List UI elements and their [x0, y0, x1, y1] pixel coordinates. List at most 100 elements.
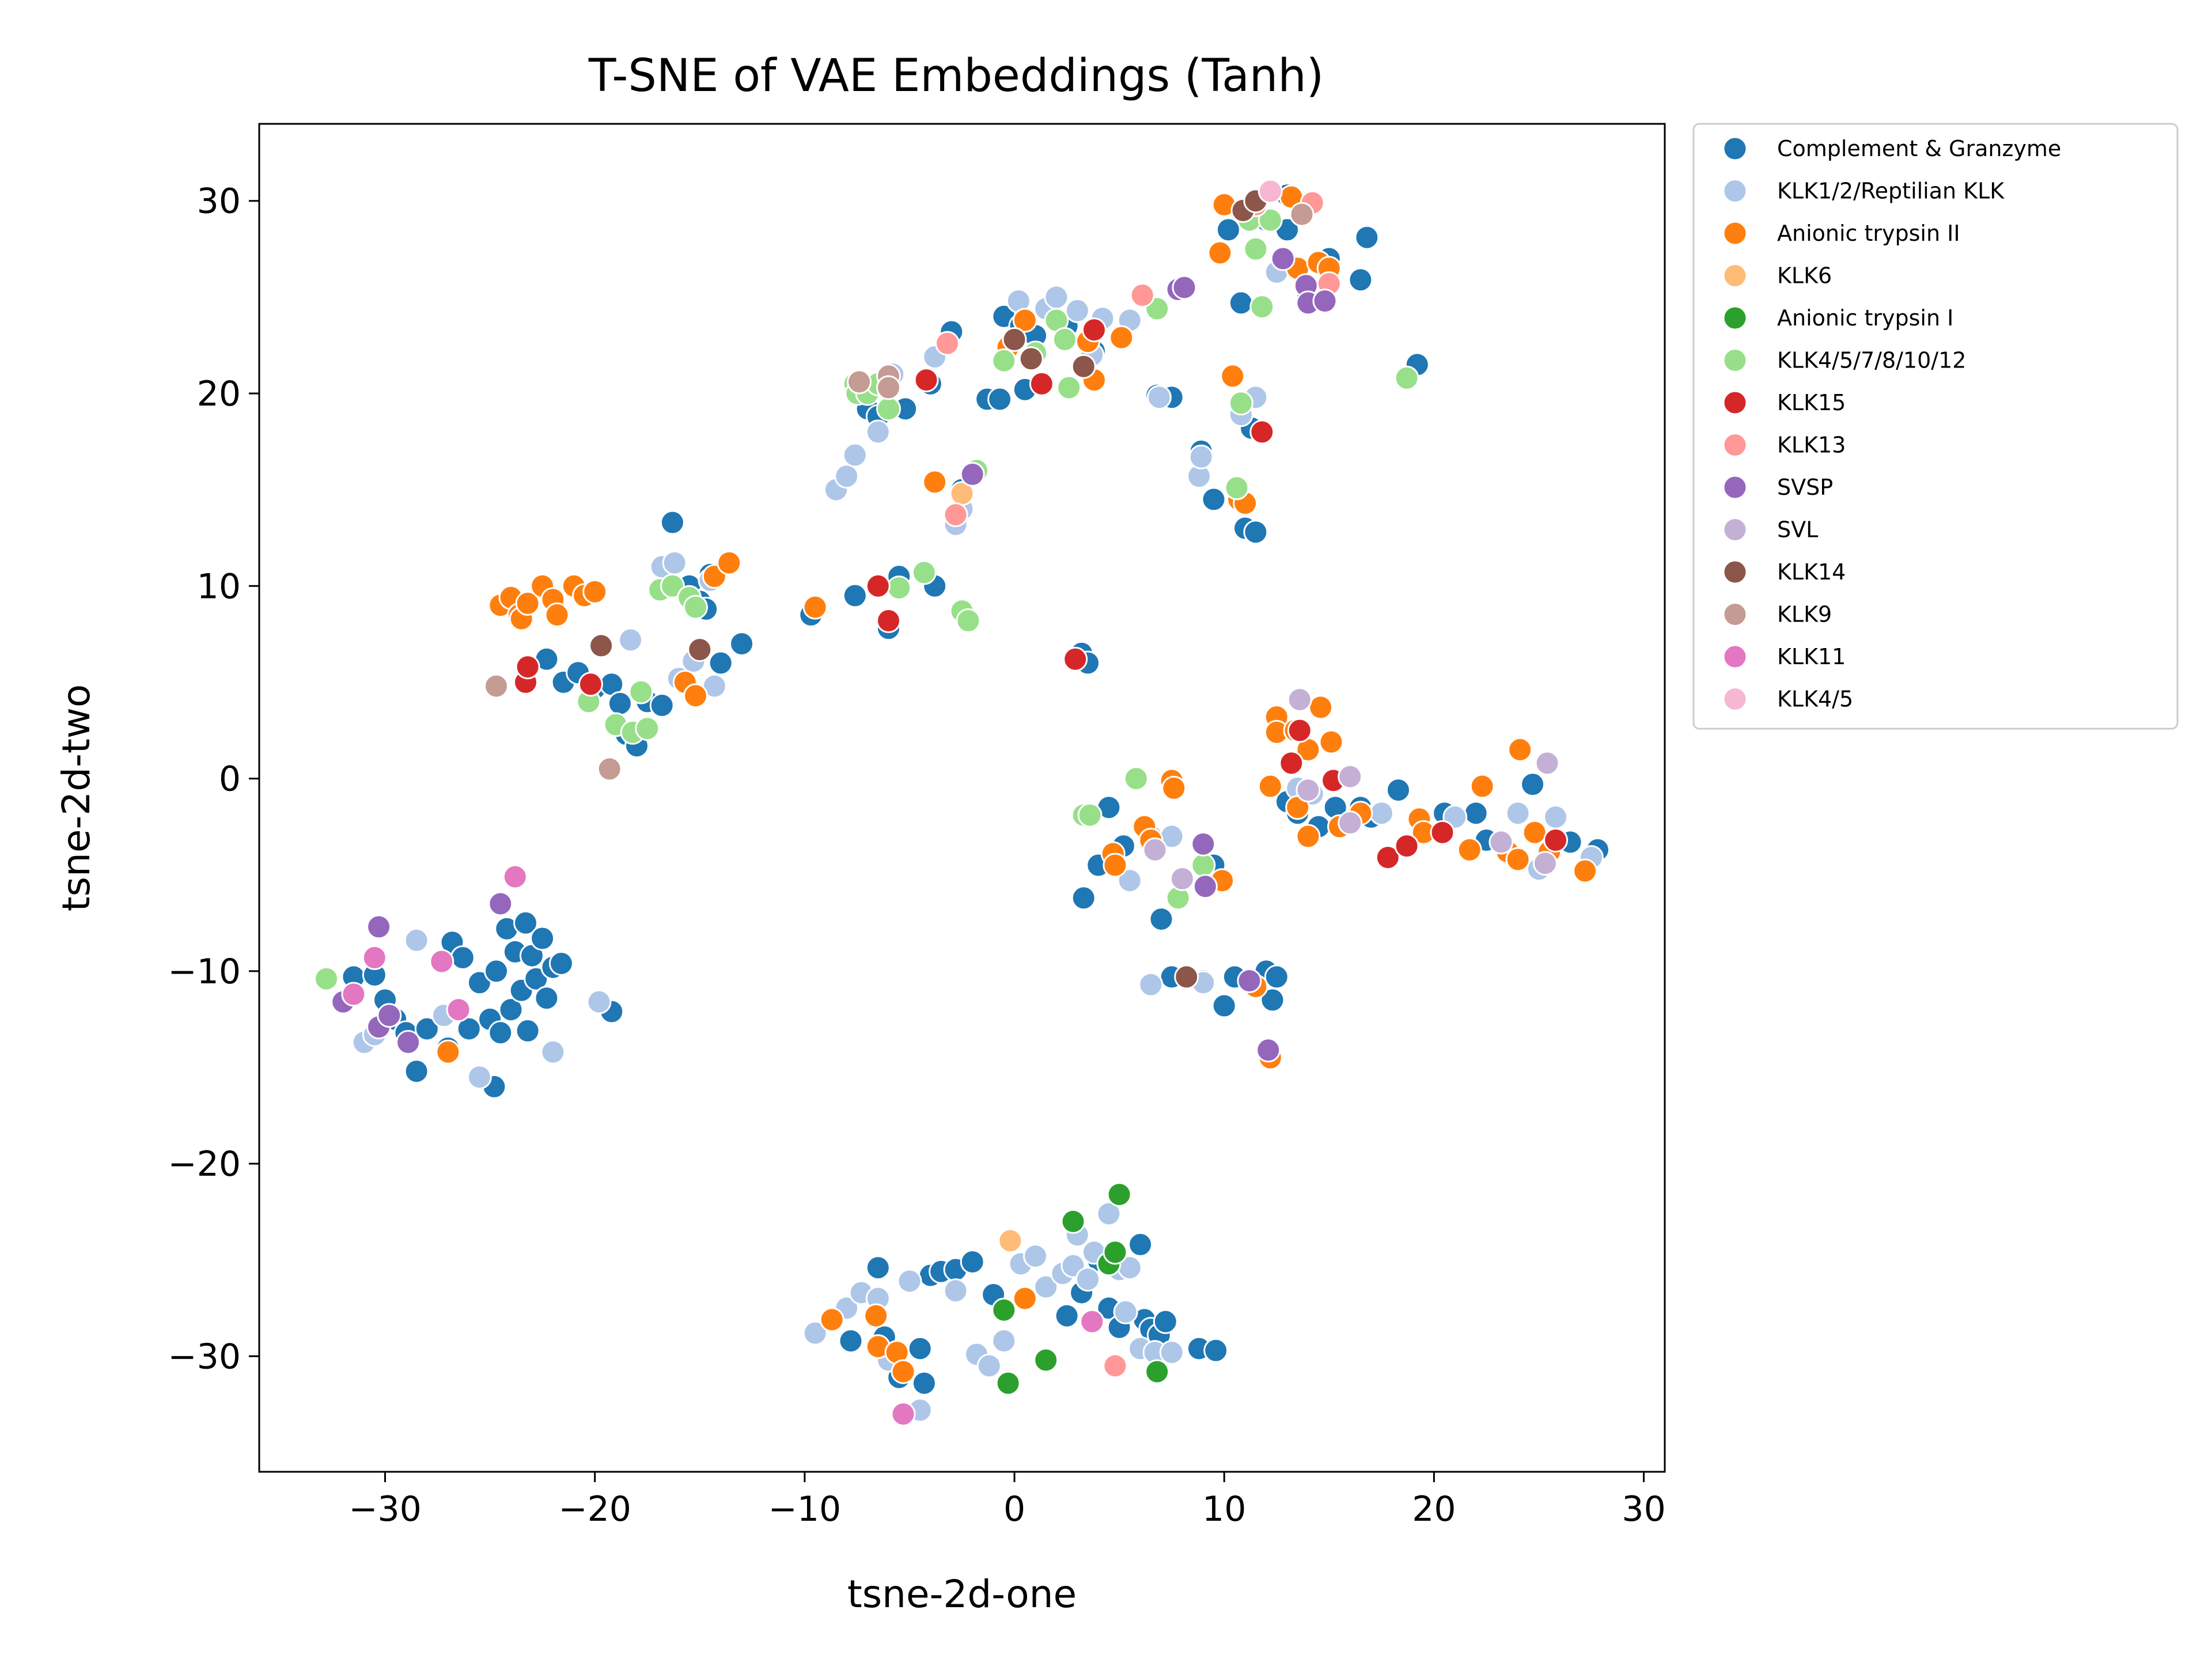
data-point: [1174, 964, 1199, 990]
data-point: [1080, 1309, 1105, 1334]
data-point: [1256, 1037, 1281, 1063]
data-point: [1191, 853, 1216, 878]
data-point: [1018, 346, 1044, 372]
data-point: [1289, 202, 1315, 227]
data-point: [1071, 885, 1096, 911]
data-point: [366, 914, 392, 940]
data-point: [802, 1320, 828, 1346]
data-point: [1123, 766, 1149, 791]
legend-label: SVL: [1777, 517, 1818, 543]
data-point: [1228, 391, 1253, 416]
data-point: [1279, 751, 1304, 776]
x-tick-label: −30: [349, 1489, 422, 1529]
legend-frame: [1692, 123, 2179, 730]
x-tick-label: −10: [768, 1489, 842, 1529]
data-point: [1228, 290, 1253, 316]
legend-label: KLK9: [1777, 602, 1832, 627]
data-point: [660, 573, 685, 599]
data-point: [991, 1328, 1017, 1354]
legend-label: KLK4/5/7/8/10/12: [1777, 348, 1966, 373]
data-point: [865, 1255, 891, 1281]
data-point: [1081, 317, 1107, 343]
data-point: [586, 989, 612, 1014]
data-point: [1264, 964, 1289, 990]
data-point: [314, 966, 339, 991]
data-point: [498, 997, 524, 1022]
data-point: [1107, 1182, 1132, 1207]
y-tick-label: −30: [168, 1336, 241, 1377]
data-point: [1211, 993, 1237, 1018]
legend-marker: [1722, 305, 1748, 331]
legend-label: Complement & Granzyme: [1777, 136, 2061, 161]
data-point: [914, 368, 939, 393]
y-tick-label: −10: [168, 952, 241, 992]
x-tick-label: 30: [1622, 1489, 1665, 1529]
data-point: [1096, 1201, 1122, 1226]
data-point: [1075, 1267, 1100, 1292]
data-point: [597, 756, 622, 782]
data-point: [1172, 275, 1197, 300]
data-point: [513, 910, 538, 935]
data-point: [1375, 845, 1400, 870]
data-point: [484, 959, 509, 984]
data-point: [1044, 285, 1069, 310]
data-point: [1071, 354, 1096, 379]
x-tick-label: 20: [1412, 1489, 1456, 1529]
data-point: [446, 997, 471, 1022]
data-point: [649, 693, 675, 718]
data-point: [1369, 801, 1394, 826]
data-point: [1033, 1347, 1059, 1373]
data-point: [1394, 834, 1419, 859]
legend-marker: [1722, 221, 1748, 246]
legend-entry: KLK15: [1722, 390, 1846, 415]
data-point: [635, 716, 660, 741]
data-point: [991, 348, 1017, 373]
data-point: [1338, 810, 1363, 835]
legend-entry: Anionic trypsin II: [1722, 221, 1960, 246]
data-point: [589, 633, 614, 658]
data-point: [1430, 820, 1455, 845]
data-point: [1056, 375, 1082, 400]
data-point: [524, 966, 549, 991]
data-point: [1287, 687, 1312, 712]
data-point: [1128, 1232, 1153, 1257]
legend-entry: Anionic trypsin I: [1722, 305, 1953, 331]
data-point: [995, 1370, 1021, 1396]
legend-label: KLK6: [1777, 263, 1832, 289]
data-point: [1287, 718, 1312, 743]
data-point: [515, 654, 540, 680]
data-point: [1535, 751, 1560, 776]
data-point: [1243, 520, 1268, 545]
legend-entry: KLK11: [1722, 644, 1846, 669]
data-point: [1023, 1244, 1048, 1269]
data-point: [687, 637, 713, 662]
data-point: [1505, 801, 1531, 826]
data-point: [943, 1278, 968, 1304]
data-point: [1169, 866, 1195, 891]
legend-marker: [1722, 687, 1748, 711]
y-tick-label: −20: [168, 1144, 241, 1184]
legend-marker: [1722, 263, 1748, 288]
plot-frame: [258, 123, 1666, 1473]
data-point: [628, 679, 654, 704]
data-point: [729, 631, 755, 657]
legend-marker: [1722, 348, 1748, 373]
data-point: [1573, 858, 1598, 884]
data-point: [515, 1018, 540, 1043]
data-point: [976, 1353, 1002, 1378]
data-point: [956, 608, 981, 633]
data-point: [935, 331, 960, 356]
data-point: [876, 396, 901, 422]
data-point: [1488, 830, 1514, 855]
data-point: [1145, 1359, 1170, 1384]
legend-label: KLK15: [1777, 390, 1846, 415]
data-point: [1463, 801, 1488, 826]
legend-entry: KLK14: [1722, 559, 1846, 585]
data-point: [1159, 1340, 1184, 1365]
data-point: [842, 583, 868, 608]
legend-label: KLK14: [1777, 559, 1846, 585]
data-point: [876, 375, 901, 400]
data-point: [1052, 327, 1077, 352]
legend-entry: Complement & Granzyme: [1722, 136, 2061, 161]
data-point: [530, 926, 555, 951]
